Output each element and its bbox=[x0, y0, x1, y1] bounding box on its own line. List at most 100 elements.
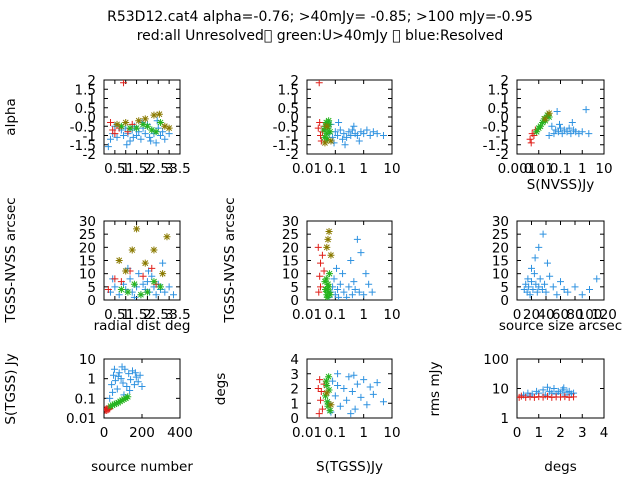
blue-plus-point bbox=[110, 371, 117, 379]
green-star-point bbox=[133, 124, 141, 132]
red-plus-point bbox=[315, 80, 323, 87]
y-tick-label: 0.1 bbox=[75, 391, 96, 407]
blue-plus-point bbox=[542, 288, 550, 296]
y-tick-label: 5 bbox=[290, 280, 299, 296]
red-plus-point bbox=[314, 124, 322, 132]
blue-plus-point bbox=[553, 107, 561, 115]
blue-plus-point bbox=[347, 132, 355, 139]
x-tick-label: 10 bbox=[383, 307, 400, 323]
x-tick-label: 2 bbox=[143, 161, 152, 177]
blue-plus-point bbox=[546, 272, 554, 280]
blue-plus-point bbox=[536, 275, 544, 283]
x-tick-label: 60 bbox=[552, 307, 569, 323]
x-axis-label: degs bbox=[544, 459, 576, 475]
red-plus-point bbox=[527, 139, 535, 147]
data-points bbox=[314, 228, 376, 300]
blue-plus-point bbox=[535, 283, 543, 291]
blue-plus-point bbox=[104, 143, 112, 151]
blue-plus-point bbox=[541, 280, 549, 288]
blue-plus-point bbox=[353, 235, 361, 243]
red-plus-point bbox=[315, 288, 323, 296]
green-star-point bbox=[107, 402, 115, 410]
x-axis-label: S(NVSS)Jy bbox=[527, 177, 595, 193]
blue-plus-point bbox=[560, 285, 568, 293]
red-plus-point bbox=[317, 283, 325, 291]
green-star-point bbox=[323, 398, 331, 406]
blue-plus-point bbox=[538, 285, 546, 293]
blue-plus-point bbox=[568, 119, 576, 127]
blue-plus-point bbox=[334, 285, 342, 293]
green-star-point bbox=[326, 128, 334, 136]
red-plus-point bbox=[148, 264, 156, 272]
blue-plus-point bbox=[148, 272, 156, 280]
y-tick-label: 10 bbox=[79, 352, 96, 368]
olive-star-point bbox=[135, 117, 143, 125]
blue-plus-point bbox=[126, 387, 134, 395]
red-plus-point bbox=[543, 392, 551, 400]
x-tick-label: 0.001 bbox=[498, 161, 537, 177]
blue-plus-point bbox=[340, 288, 348, 296]
red-plus-point bbox=[317, 259, 325, 267]
y-tick-label: 5 bbox=[500, 280, 509, 296]
blue-plus-point bbox=[339, 270, 347, 278]
blue-plus-point bbox=[373, 130, 381, 138]
green-star-point bbox=[545, 113, 553, 121]
green-star-point bbox=[150, 278, 158, 286]
x-tick-label: 200 bbox=[129, 425, 155, 441]
green-star-point bbox=[143, 288, 151, 296]
green-star-point bbox=[325, 373, 333, 381]
blue-plus-point bbox=[129, 133, 137, 141]
blue-plus-point bbox=[363, 126, 371, 134]
blue-plus-point bbox=[563, 128, 571, 136]
olive-star-point bbox=[165, 124, 173, 132]
y-tick-label: 3 bbox=[290, 367, 299, 383]
olive-star-point bbox=[141, 115, 149, 123]
x-tick-label: 4 bbox=[600, 425, 609, 441]
green-star-point bbox=[325, 117, 333, 125]
blue-plus-point bbox=[571, 283, 579, 291]
x-tick-label: 0 bbox=[513, 307, 522, 323]
green-star-point bbox=[110, 400, 118, 408]
y-tick-label: 1 bbox=[87, 92, 96, 108]
y-tick-label: 1 bbox=[500, 92, 509, 108]
green-star-point bbox=[326, 407, 334, 415]
y-tick-label: 1 bbox=[87, 372, 96, 388]
data-points bbox=[314, 370, 387, 418]
blue-plus-point bbox=[528, 264, 535, 272]
y-axis-label: degs bbox=[213, 373, 229, 405]
y-tick-label: 10 bbox=[79, 267, 96, 283]
red-plus-point bbox=[570, 393, 578, 401]
green-star-point bbox=[126, 124, 134, 132]
blue-plus-point bbox=[107, 135, 115, 143]
blue-plus-point bbox=[120, 132, 128, 139]
blue-plus-point bbox=[369, 390, 377, 398]
blue-plus-point bbox=[335, 119, 343, 127]
blue-plus-point bbox=[553, 291, 561, 299]
blue-plus-point bbox=[343, 293, 351, 300]
x-axis-label: source number bbox=[91, 459, 193, 475]
data-points bbox=[517, 383, 578, 401]
blue-plus-point bbox=[582, 106, 590, 114]
y-tick-label: -0.5 bbox=[70, 119, 96, 135]
x-tick-label: 40 bbox=[537, 307, 554, 323]
blue-plus-point bbox=[348, 126, 356, 134]
blue-plus-point bbox=[134, 378, 142, 386]
blue-plus-point bbox=[366, 132, 374, 139]
x-tick-label: 0 bbox=[513, 425, 522, 441]
blue-plus-point bbox=[554, 128, 562, 136]
data-points bbox=[526, 106, 593, 147]
y-axis-label: rms mJy bbox=[427, 362, 443, 417]
x-tick-label: 3 bbox=[165, 307, 174, 323]
blue-plus-point bbox=[159, 128, 167, 136]
x-tick-label: 1 bbox=[359, 161, 368, 177]
blue-plus-point bbox=[329, 377, 337, 385]
y-tick-label: 10 bbox=[492, 382, 509, 398]
x-tick-label: 3.5 bbox=[169, 307, 190, 323]
blue-plus-point bbox=[557, 278, 564, 286]
blue-plus-point bbox=[125, 370, 133, 378]
x-tick-label: 0.01 bbox=[292, 425, 322, 441]
y-tick-label: -2 bbox=[496, 147, 509, 163]
y-tick-label: 15 bbox=[79, 254, 96, 270]
y-tick-label: 20 bbox=[79, 240, 96, 256]
